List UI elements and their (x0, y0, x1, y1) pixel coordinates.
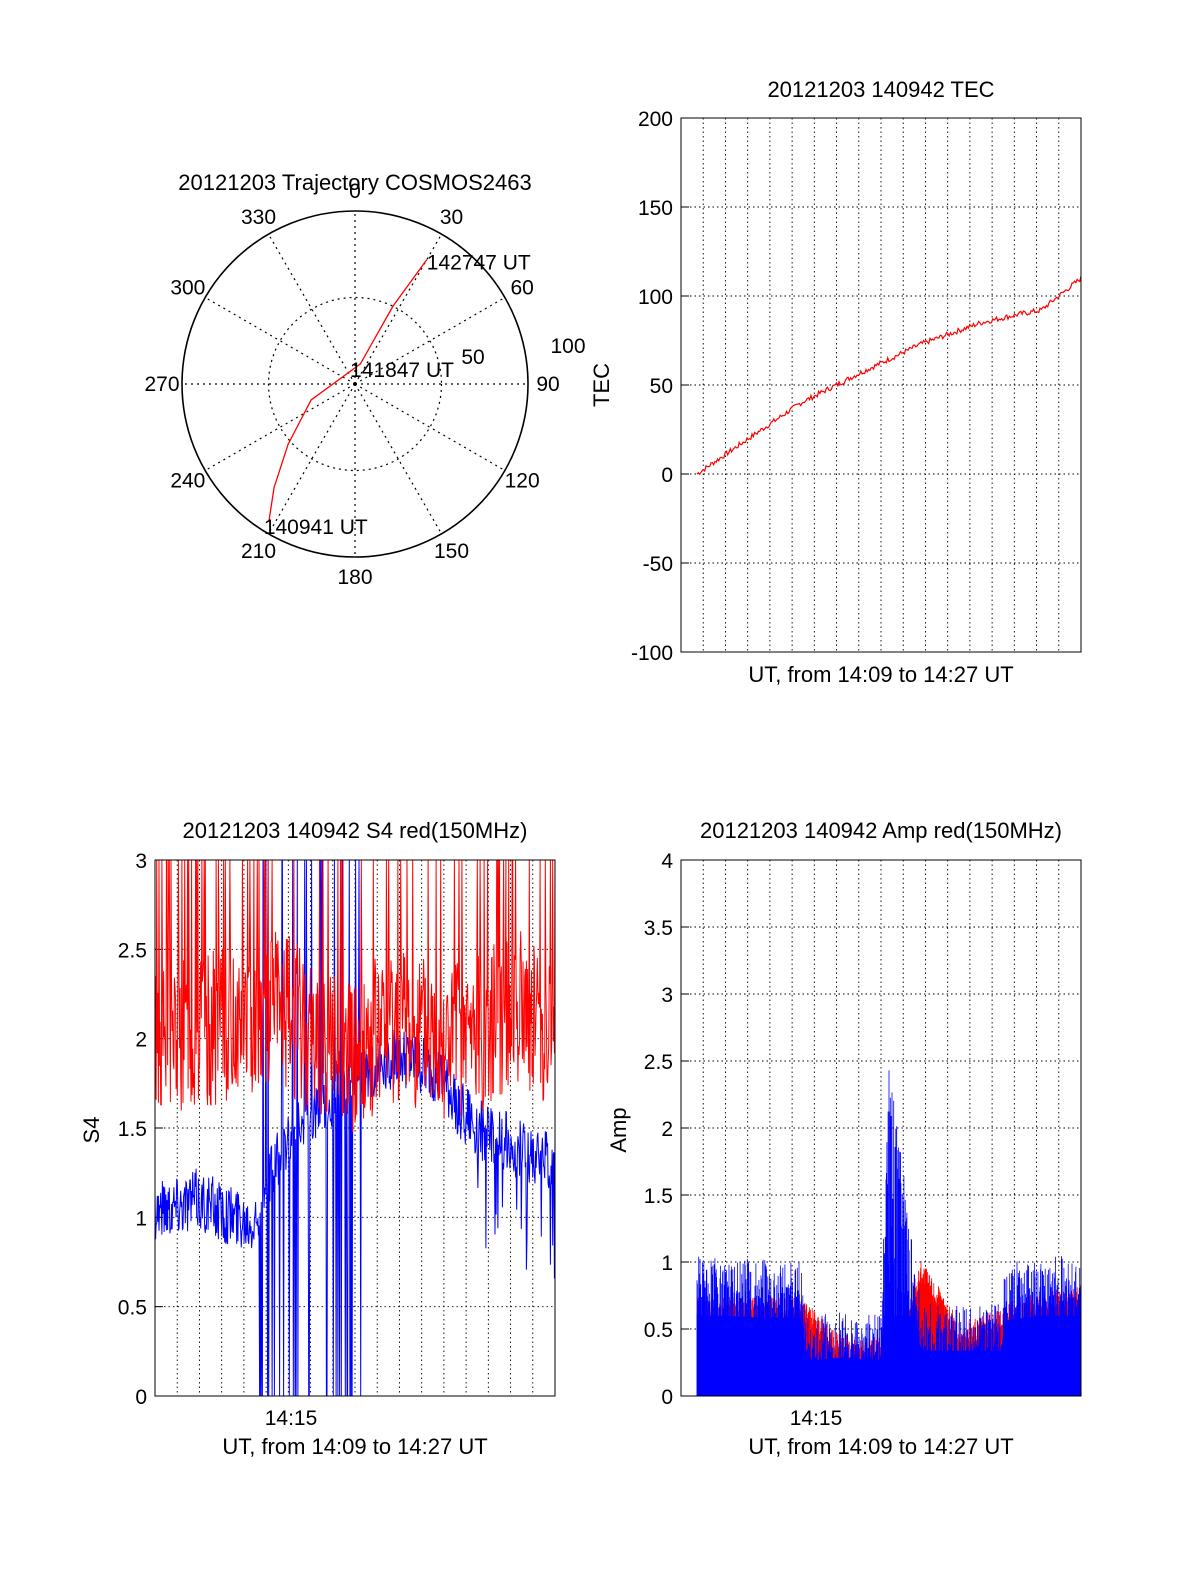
tec-y-ticks: -100 -50 0 50 100 150 200 (631, 108, 689, 665)
y-tick-label: 3 (135, 850, 147, 873)
y-tick-label: 1.5 (118, 1118, 147, 1141)
polar-azimuth-label: 90 (536, 373, 559, 396)
s4-chart: 20121203 140942 S4 red(150MHz) 0 0.5 1 1.5 2… (79, 818, 556, 1459)
tec-xlabel: UT, from 14:09 to 14:27 UT (748, 662, 1013, 687)
polar-spoke (354, 296, 506, 385)
y-tick-label: 150 (638, 197, 673, 220)
polar-spoke (204, 296, 356, 385)
y-tick-label: 2.5 (644, 1051, 673, 1074)
polar-spoke (354, 383, 506, 472)
s4-series-line (154, 859, 556, 1133)
polar-trajectory-line (268, 259, 428, 523)
y-tick-label: 3.5 (644, 917, 673, 940)
tec-title: 20121203 140942 TEC (767, 77, 994, 102)
polar-azimuth-label: 330 (241, 206, 276, 229)
polar-annotation: 142747 UT (427, 252, 531, 275)
y-tick-label: -100 (631, 642, 673, 665)
polar-trajectory-chart: 20121203 Trajectory COSMOS2463 0 30 60 90 12… (144, 170, 585, 589)
polar-azimuth-label: 30 (440, 206, 463, 229)
s4-series (154, 859, 556, 1397)
polar-grid (181, 210, 529, 558)
y-tick-label: 2 (661, 1118, 673, 1141)
amp-xtick-label: 14:15 (790, 1407, 843, 1430)
s4-title: 20121203 140942 S4 red(150MHz) (183, 818, 528, 843)
tec-chart: 20121203 140942 TEC -100-50050100150200 … (589, 77, 1082, 687)
y-tick-label: 200 (638, 108, 673, 131)
y-tick-label: 3 (661, 984, 673, 1007)
polar-spoke (204, 383, 356, 472)
tec-grid (681, 118, 1081, 652)
amp-blue-fill (697, 1315, 1081, 1396)
polar-azimuth-label: 60 (510, 277, 533, 300)
polar-annotation: 141847 UT (350, 359, 454, 382)
y-tick-label: 1 (135, 1207, 147, 1230)
tec-frame (680, 117, 1082, 653)
polar-spoke (267, 383, 356, 535)
polar-inner-circle (267, 296, 443, 472)
y-tick-label: 0.5 (644, 1319, 673, 1342)
amp-y-ticks: 0 0.5 1 1.5 2 2.5 3 3.5 4 (644, 850, 689, 1409)
polar-azimuth-label: 150 (434, 540, 469, 563)
y-tick-label: 0 (661, 464, 673, 487)
polar-azimuth-labels: 0 30 60 90 120 150 180 210 240 270 300 330 (144, 180, 559, 589)
polar-spoke (354, 233, 443, 385)
amp-series (696, 1070, 1082, 1396)
polar-spoke (267, 233, 356, 385)
polar-trajectory (268, 259, 428, 523)
polar-spoke (354, 383, 443, 535)
s4-y-ticks: 0 0.5 1 1.5 2 2.5 3 (118, 850, 163, 1409)
amp-chart: 20121203 140942 Amp red(150MHz) 0 0.5 1 1.5… (606, 818, 1082, 1459)
tec-ylabel: TEC (589, 363, 614, 407)
y-tick-label: 1 (661, 1252, 673, 1275)
tec-series-line (696, 275, 1082, 476)
polar-azimuth-label: 180 (337, 566, 372, 589)
polar-title: 20121203 Trajectory COSMOS2463 (178, 170, 531, 195)
amp-ylabel: Amp (606, 1107, 631, 1152)
polar-azimuth-label: 210 (241, 540, 276, 563)
y-tick-label: 0 (661, 1386, 673, 1409)
polar-azimuth-label: 240 (170, 470, 205, 493)
y-tick-label: 50 (650, 375, 673, 398)
y-tick-label: 2.5 (118, 939, 147, 962)
tec-series (696, 275, 1082, 476)
polar-annotations: 142747 UT 141847 UT 140941 UT (264, 252, 531, 539)
polar-annotation: 140941 UT (264, 516, 368, 539)
polar-elevation-label-50: 50 (461, 346, 484, 369)
s4-xlabel: UT, from 14:09 to 14:27 UT (222, 1434, 487, 1459)
polar-azimuth-label: 300 (170, 277, 205, 300)
polar-elevation-label-100: 100 (550, 335, 585, 358)
polar-azimuth-label: 0 (349, 180, 361, 203)
y-tick-label: 1.5 (644, 1185, 673, 1208)
polar-azimuth-label: 120 (505, 470, 540, 493)
amp-xlabel: UT, from 14:09 to 14:27 UT (748, 1434, 1013, 1459)
polar-outer-circle (181, 210, 529, 558)
y-tick-label: -50 (643, 553, 673, 576)
s4-ylabel: S4 (79, 1117, 104, 1144)
y-tick-label: 100 (638, 286, 673, 309)
s4-frame (154, 859, 556, 1397)
amp-frame (680, 859, 1082, 1397)
y-tick-label: 4 (661, 850, 673, 873)
s4-xtick-label: 14:15 (265, 1407, 318, 1430)
y-tick-label: 0 (135, 1386, 147, 1409)
y-tick-label: 0.5 (118, 1297, 147, 1320)
amp-title: 20121203 140942 Amp red(150MHz) (700, 818, 1062, 843)
polar-azimuth-label: 270 (144, 373, 179, 396)
y-tick-label: 2 (135, 1029, 147, 1052)
